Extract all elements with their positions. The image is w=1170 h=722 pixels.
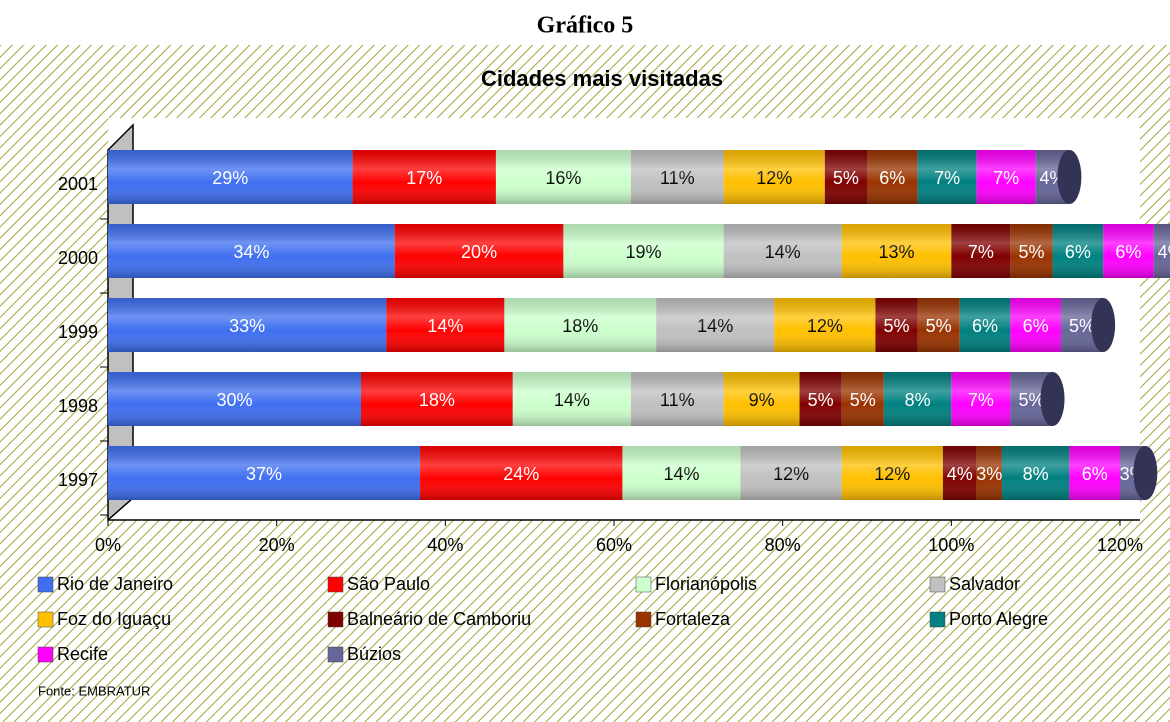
- bar-label: 12%: [874, 464, 910, 484]
- bar-label: 4%: [947, 464, 973, 484]
- bar-label: 17%: [406, 168, 442, 188]
- bar-label: 18%: [419, 390, 455, 410]
- x-tick-label: 80%: [765, 535, 801, 555]
- bar-label: 6%: [879, 168, 905, 188]
- bar-label: 6%: [1065, 242, 1091, 262]
- bar-label: 6%: [972, 316, 998, 336]
- legend-label: Fortaleza: [655, 609, 731, 629]
- bar-label: 5%: [833, 168, 859, 188]
- y-tick-label: 2001: [58, 174, 98, 194]
- x-tick-label: 40%: [427, 535, 463, 555]
- bar-label: 19%: [626, 242, 662, 262]
- source: Fonte: EMBRATUR: [38, 683, 150, 698]
- y-tick-label: 1997: [58, 470, 98, 490]
- header-title: Gráfico 5: [537, 13, 634, 39]
- y-tick-label: 1998: [58, 396, 98, 416]
- bar-cap: [1133, 446, 1158, 500]
- bar-label: 7%: [934, 168, 960, 188]
- bar-label: 20%: [461, 242, 497, 262]
- bar-label: 14%: [697, 316, 733, 336]
- bar-label: 3%: [976, 464, 1002, 484]
- bar-label: 11%: [660, 168, 695, 188]
- legend-swatch: [327, 611, 344, 628]
- legend-swatch: [37, 611, 54, 628]
- legend-label: Balneário de Camboriu: [347, 609, 531, 629]
- legend-swatch: [327, 576, 344, 593]
- bar-cap: [1057, 150, 1082, 204]
- x-tick-label: 20%: [259, 535, 295, 555]
- bar-label: 11%: [660, 390, 695, 410]
- bar-label: 7%: [968, 390, 994, 410]
- legend-swatch: [929, 576, 946, 593]
- legend-label: Salvador: [949, 574, 1020, 594]
- bar-label: 5%: [808, 390, 834, 410]
- bar-label: 24%: [503, 464, 539, 484]
- x-tick-label: 100%: [928, 535, 974, 555]
- bar-label: 33%: [229, 316, 265, 336]
- legend-label: Foz do Iguaçu: [57, 609, 171, 629]
- y-tick-label: 2000: [58, 248, 98, 268]
- bar-label: 7%: [993, 168, 1019, 188]
- bar-label: 13%: [879, 242, 915, 262]
- bar-label: 9%: [749, 390, 775, 410]
- bar-label: 14%: [427, 316, 463, 336]
- legend-label: Recife: [57, 644, 108, 664]
- legend-swatch: [37, 576, 54, 593]
- bar-label: 30%: [216, 390, 252, 410]
- x-tick-label: 60%: [596, 535, 632, 555]
- bar-cap: [1091, 298, 1116, 352]
- legend-swatch: [929, 611, 946, 628]
- bar-label: 18%: [562, 316, 598, 336]
- bar-label: 12%: [773, 464, 809, 484]
- bar-label: 4%: [1158, 242, 1170, 262]
- chart-title: Cidades mais visitadas: [481, 66, 723, 91]
- bar-label: 7%: [968, 242, 994, 262]
- x-tick-label: 0%: [95, 535, 121, 555]
- bar-label: 12%: [756, 168, 792, 188]
- bar-label: 5%: [884, 316, 910, 336]
- legend-label: São Paulo: [347, 574, 430, 594]
- legend-label: Porto Alegre: [949, 609, 1048, 629]
- bar-label: 14%: [554, 390, 590, 410]
- legend-swatch: [635, 611, 652, 628]
- y-tick-label: 1999: [58, 322, 98, 342]
- bar-cap: [1040, 372, 1065, 426]
- bar-label: 8%: [1023, 464, 1049, 484]
- bar-label: 14%: [663, 464, 699, 484]
- bar-label: 6%: [1115, 242, 1141, 262]
- legend-swatch: [635, 576, 652, 593]
- bar-label: 14%: [765, 242, 801, 262]
- legend-swatch: [37, 646, 54, 663]
- bar-label: 12%: [807, 316, 843, 336]
- bar-label: 34%: [233, 242, 269, 262]
- legend-label: Florianópolis: [655, 574, 757, 594]
- x-tick-label: 120%: [1097, 535, 1143, 555]
- bar-label: 6%: [1023, 316, 1049, 336]
- bar-label: 8%: [905, 390, 931, 410]
- legend-label: Búzios: [347, 644, 401, 664]
- bar-label: 5%: [1018, 242, 1044, 262]
- bar-label: 37%: [246, 464, 282, 484]
- bar-label: 5%: [926, 316, 952, 336]
- bar-label: 29%: [212, 168, 248, 188]
- bar-label: 5%: [850, 390, 876, 410]
- legend-swatch: [327, 646, 344, 663]
- bar-label: 6%: [1082, 464, 1108, 484]
- legend-label: Rio de Janeiro: [57, 574, 173, 594]
- bar-label: 16%: [545, 168, 581, 188]
